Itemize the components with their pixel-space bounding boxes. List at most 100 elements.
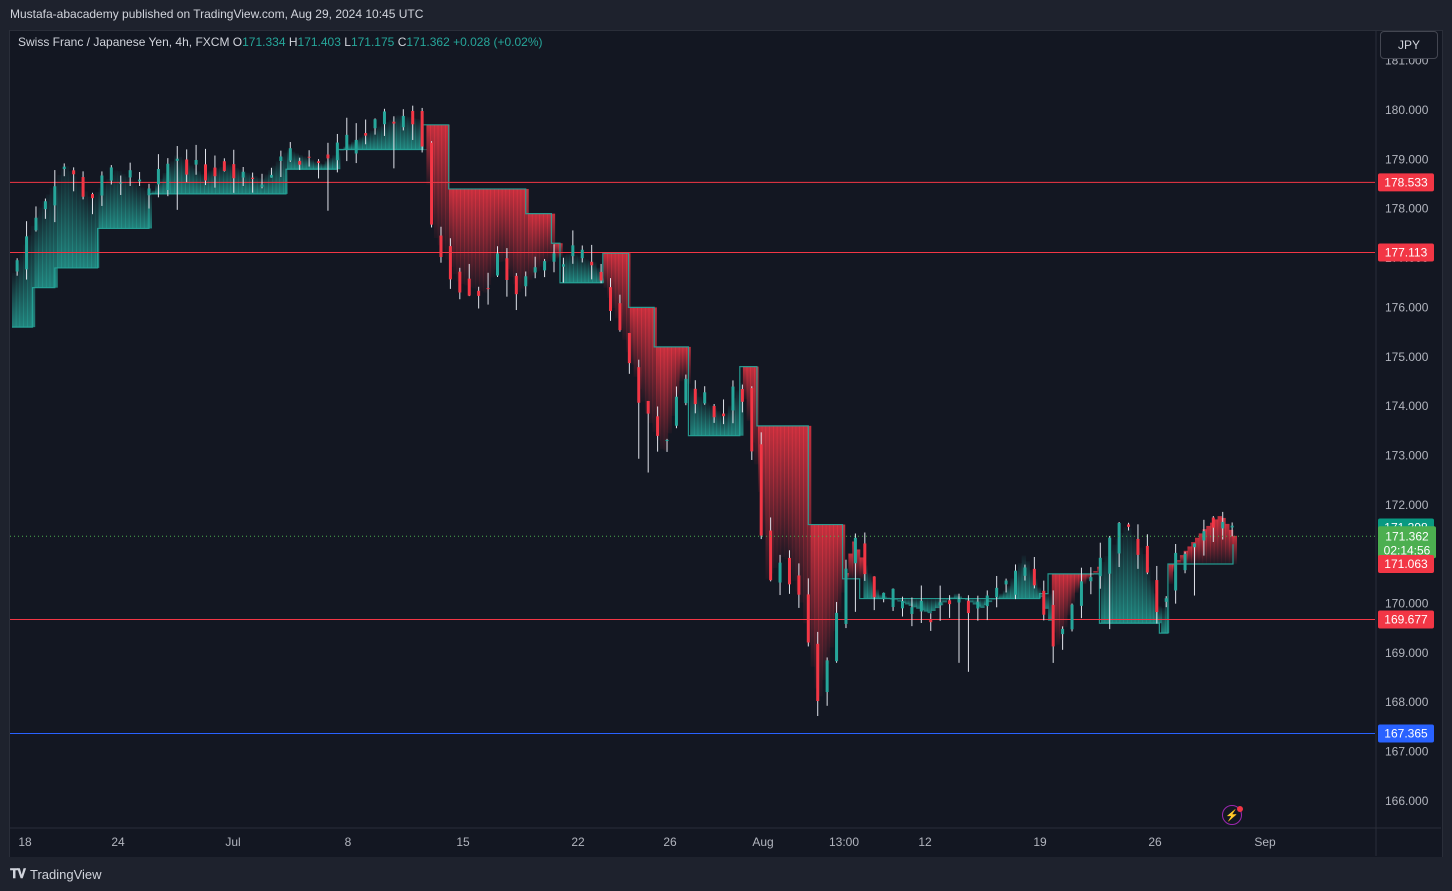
band-segment bbox=[788, 425, 793, 570]
candle-body bbox=[222, 161, 226, 171]
band-segment bbox=[1176, 560, 1181, 565]
candle-body bbox=[627, 332, 631, 364]
band-segment bbox=[953, 593, 959, 599]
lightning-icon[interactable]: ⚡ bbox=[1222, 805, 1242, 825]
level-tag-label: 178.533 bbox=[1384, 175, 1428, 189]
band-segment bbox=[256, 177, 262, 194]
candle-body bbox=[806, 594, 810, 643]
band-segment bbox=[501, 188, 507, 262]
band-segment bbox=[731, 398, 736, 436]
band-segment bbox=[109, 174, 115, 229]
candle-body bbox=[759, 444, 763, 536]
candle-body bbox=[646, 400, 650, 414]
band-segment bbox=[1025, 561, 1030, 599]
band-segment bbox=[53, 181, 58, 288]
candle-body bbox=[797, 575, 801, 595]
candle-body bbox=[241, 171, 245, 178]
band-segment bbox=[573, 254, 578, 283]
band-segment bbox=[908, 598, 914, 606]
band-segment bbox=[132, 182, 137, 229]
candle-body bbox=[561, 264, 565, 267]
legend-symbol: Swiss Franc / Japanese Yen, 4h, FXCM bbox=[18, 35, 230, 49]
band-segment bbox=[1017, 563, 1023, 599]
candle-body bbox=[119, 182, 123, 184]
band-segment bbox=[445, 124, 450, 260]
band-segment bbox=[712, 408, 718, 436]
band-segment bbox=[317, 162, 322, 170]
candle-body bbox=[674, 396, 678, 426]
band-segment bbox=[102, 183, 107, 229]
candle-body bbox=[43, 201, 47, 210]
band-segment bbox=[588, 260, 593, 283]
candle-body bbox=[995, 587, 999, 598]
band-segment bbox=[761, 425, 767, 536]
candle-body bbox=[1183, 553, 1187, 571]
candle-body bbox=[345, 134, 349, 151]
band-segment bbox=[1048, 593, 1053, 621]
candle-body bbox=[382, 111, 386, 125]
band-segment bbox=[814, 524, 819, 689]
candle-body bbox=[486, 288, 490, 290]
band-segment bbox=[648, 307, 654, 424]
band-segment bbox=[279, 156, 284, 194]
candle-body bbox=[213, 167, 217, 177]
band-segment bbox=[765, 425, 770, 579]
candle-body bbox=[787, 557, 791, 585]
candle-body bbox=[731, 386, 735, 411]
candle-body bbox=[778, 562, 782, 583]
candle-body bbox=[147, 188, 151, 196]
band-segment bbox=[927, 598, 932, 614]
candle-body bbox=[448, 246, 452, 280]
candle-body bbox=[514, 275, 518, 295]
band-segment bbox=[1221, 517, 1226, 565]
band-segment bbox=[965, 598, 970, 601]
band-segment bbox=[313, 161, 318, 170]
candle-body bbox=[693, 388, 697, 405]
candle-body bbox=[966, 600, 970, 614]
band-segment bbox=[697, 396, 703, 436]
band-segment bbox=[784, 425, 789, 560]
tradingview-brand[interactable]: 𝐓𝐕 TradingView bbox=[10, 866, 102, 882]
band-segment bbox=[682, 346, 687, 380]
band-segment bbox=[253, 175, 258, 194]
band-segment bbox=[72, 176, 77, 268]
candle-body bbox=[543, 261, 547, 271]
band-segment bbox=[592, 262, 597, 283]
y-tick-label: 168.000 bbox=[1385, 695, 1429, 709]
candle-body bbox=[1155, 580, 1159, 613]
band-segment bbox=[23, 244, 28, 328]
band-segment bbox=[1194, 537, 1200, 565]
band-segment bbox=[407, 117, 412, 150]
candle-body bbox=[53, 186, 57, 206]
band-segment bbox=[999, 593, 1004, 599]
band-segment bbox=[795, 425, 800, 592]
band-segment bbox=[271, 165, 277, 194]
legend-low: 171.175 bbox=[350, 35, 395, 49]
band-segment bbox=[878, 594, 883, 599]
band-segment bbox=[1089, 573, 1094, 576]
candle-body bbox=[420, 111, 424, 147]
x-tick-label: 24 bbox=[111, 835, 125, 849]
band-segment bbox=[238, 169, 243, 194]
band-segment bbox=[486, 188, 492, 285]
band-segment bbox=[675, 346, 680, 399]
candle-body bbox=[477, 290, 481, 296]
candle-body bbox=[373, 119, 377, 129]
band-segment bbox=[837, 524, 842, 613]
band-segment bbox=[769, 425, 774, 574]
band-segment bbox=[347, 143, 352, 150]
x-tick-label: Jul bbox=[225, 835, 240, 849]
candle-body bbox=[232, 164, 236, 179]
band-segment bbox=[98, 187, 104, 229]
candle-body bbox=[599, 271, 603, 281]
y-tick-label: 173.000 bbox=[1385, 448, 1429, 462]
band-segment bbox=[644, 307, 650, 414]
candle-body bbox=[957, 599, 961, 603]
currency-button[interactable]: JPY bbox=[1380, 31, 1438, 59]
band-segment bbox=[1191, 542, 1196, 565]
band-segment bbox=[189, 165, 194, 194]
candle-body bbox=[571, 245, 575, 257]
candle-body bbox=[1023, 567, 1027, 576]
band-segment bbox=[57, 174, 62, 268]
